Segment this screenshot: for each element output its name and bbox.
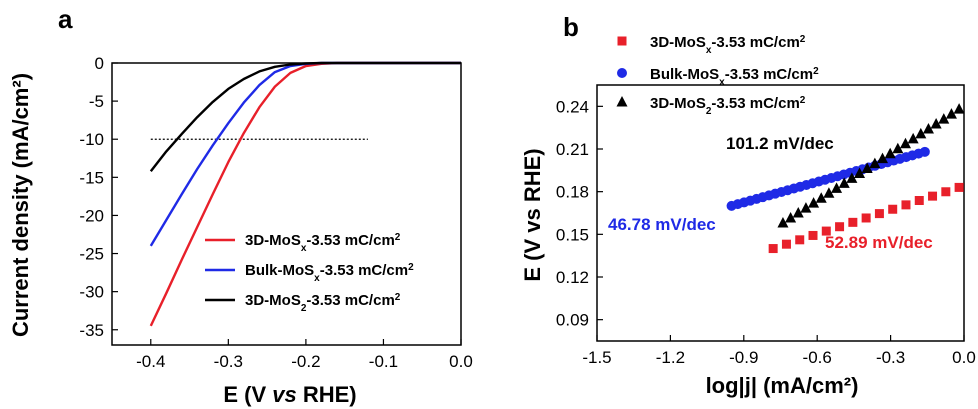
x-tick-label: -0.1	[369, 352, 398, 371]
y-tick-label: -20	[79, 206, 104, 225]
panel-b: b 0.09 0.12 0.15 0.18 0.21 0.24 -1.5 -1.2 -0.9 -…	[520, 12, 976, 398]
legend-entry: Bulk-MoSx-3.53 mC/cm2	[650, 66, 819, 88]
data-point	[922, 122, 934, 134]
series-points-1	[726, 146, 930, 211]
legend-entry: Bulk-MoSx-3.53 mC/cm2	[245, 262, 414, 284]
x-tick-label: -1.5	[582, 348, 611, 367]
panel-a: a 0 -5 -10 -15 -20 -25 -30 -35 -0.4 -0.3 -0.2 -0.1…	[8, 4, 473, 407]
panel-a-plot-frame	[111, 62, 462, 346]
data-point	[914, 196, 924, 206]
data-point	[831, 182, 843, 193]
data-point	[877, 152, 889, 164]
data-point	[848, 217, 858, 227]
panel-a-label: a	[58, 4, 73, 34]
legend-entry: 3D-MoSx-3.53 mC/cm2	[245, 232, 401, 254]
data-point	[821, 226, 831, 236]
series-points-0	[768, 182, 964, 254]
data-point	[869, 157, 881, 169]
y-tick-label: -5	[89, 92, 104, 111]
y-tick-label: 0	[95, 54, 104, 73]
panel-a-y-axis-label: Current density (mA/cm²)	[8, 73, 33, 337]
data-point	[792, 207, 804, 218]
x-tick-label: -0.9	[729, 348, 758, 367]
panel-a-legend: 3D-MoSx-3.53 mC/cm2 Bulk-MoSx-3.53 mC/cm2…	[205, 232, 414, 314]
data-point	[846, 172, 858, 183]
data-point	[915, 127, 927, 139]
slope-label-3d-mosx: 52.89 mV/dec	[825, 233, 933, 252]
legend-entry: 3D-MoS2-3.53 mC/cm2	[245, 292, 401, 314]
data-point	[888, 204, 898, 214]
data-point	[928, 191, 938, 201]
panel-b-label: b	[563, 12, 579, 42]
data-point	[800, 202, 812, 213]
data-point	[938, 113, 950, 124]
panel-b-legend: 3D-MoSx-3.53 mC/cm2 Bulk-MoSx-3.53 mC/cm2…	[616, 34, 819, 117]
legend-entry: 3D-MoS2-3.53 mC/cm2	[650, 95, 806, 117]
data-point	[930, 118, 942, 129]
legend-entry: 3D-MoSx-3.53 mC/cm2	[650, 34, 806, 56]
y-tick-label: -15	[79, 168, 104, 187]
panel-b-x-axis-label: log|j| (mA/cm²)	[706, 373, 859, 398]
data-point	[795, 235, 805, 245]
data-point	[899, 137, 911, 149]
data-point	[907, 132, 919, 144]
data-point	[884, 147, 896, 159]
data-point	[777, 216, 789, 228]
series-line-0	[149, 61, 461, 327]
data-point	[919, 146, 930, 157]
legend-marker	[617, 68, 627, 78]
series-points-2	[777, 103, 965, 228]
slope-label-3d-mos2: 101.2 mV/dec	[726, 134, 834, 153]
x-tick-label: -0.6	[803, 348, 832, 367]
data-point	[953, 103, 965, 114]
x-tick-label: -0.3	[876, 348, 905, 367]
data-point	[768, 244, 778, 254]
data-point	[901, 200, 911, 210]
data-point	[808, 230, 818, 240]
data-point	[808, 197, 820, 208]
legend-marker	[616, 96, 628, 107]
data-point	[815, 192, 827, 203]
data-point	[781, 239, 791, 249]
data-point	[892, 142, 904, 154]
x-tick-label: -0.3	[214, 352, 243, 371]
series-line-2	[149, 61, 461, 172]
y-tick-label: -10	[79, 130, 104, 149]
legend-marker	[617, 36, 627, 46]
x-tick-label: -0.2	[291, 352, 320, 371]
y-tick-label: 0.24	[556, 97, 589, 116]
series-line-1	[149, 61, 461, 247]
data-point	[954, 182, 964, 192]
data-point	[785, 212, 797, 223]
y-tick-label: 0.12	[556, 268, 589, 287]
data-point	[861, 213, 871, 223]
panel-a-x-axis-label: E (V vs RHE)	[223, 382, 356, 407]
x-tick-label: -0.4	[136, 352, 165, 371]
data-point	[835, 222, 845, 232]
data-point	[861, 162, 873, 174]
y-tick-label: 0.21	[556, 140, 589, 159]
data-point	[854, 167, 866, 178]
data-point	[941, 187, 951, 197]
y-tick-label: -25	[79, 245, 104, 264]
data-point	[838, 177, 850, 188]
y-tick-label: -30	[79, 283, 104, 302]
x-tick-label: -1.2	[656, 348, 685, 367]
data-point	[874, 209, 884, 219]
y-tick-label: 0.09	[556, 311, 589, 330]
x-tick-label: 0.0	[449, 352, 473, 371]
data-point	[823, 187, 835, 198]
data-point	[945, 108, 957, 119]
panel-b-y-axis-label: E (V vs RHE)	[520, 148, 545, 281]
y-tick-label: 0.18	[556, 183, 589, 202]
panel-b-plot-frame	[596, 84, 965, 342]
y-tick-label: 0.15	[556, 225, 589, 244]
slope-label-bulk-mosx: 46.78 mV/dec	[608, 215, 716, 234]
x-tick-label: 0.0	[952, 348, 976, 367]
y-tick-label: -35	[79, 321, 104, 340]
